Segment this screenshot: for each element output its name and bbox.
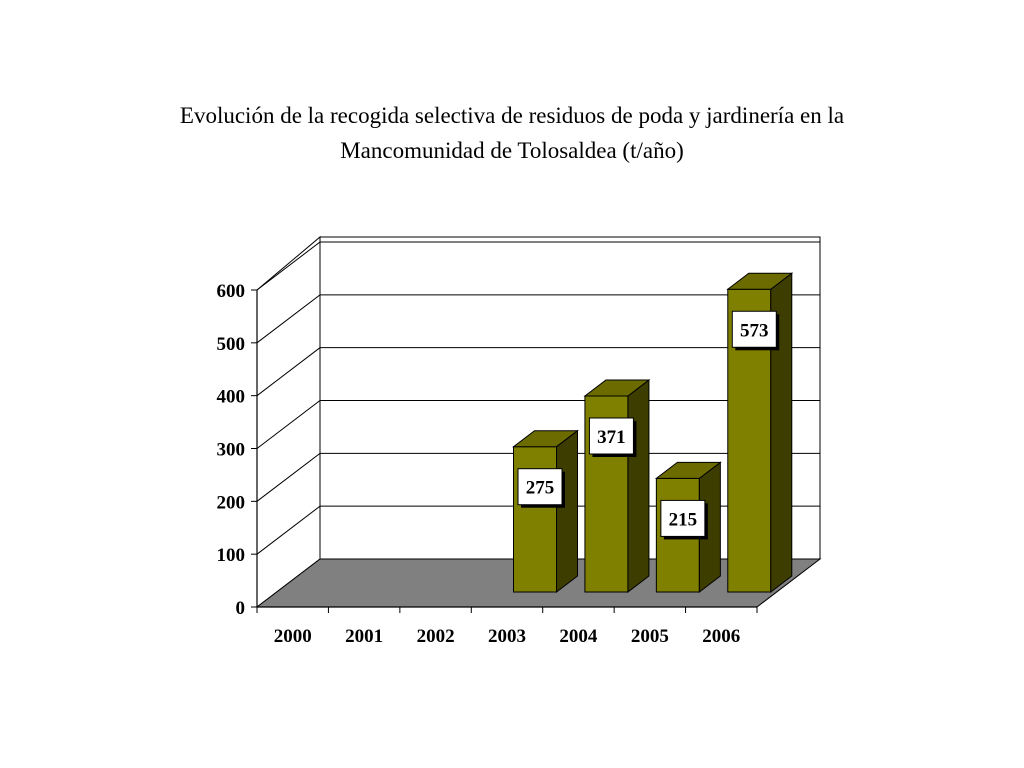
bar-top-face: [583, 379, 651, 397]
bar-2003: [512, 429, 579, 594]
y-tick-label: 400: [217, 387, 246, 408]
chart-title-line-1: Evolución de la recogida selectiva de re…: [179, 103, 845, 128]
x-tick-label: 2005: [631, 626, 669, 647]
data-label-box: [517, 468, 563, 506]
chart-data-labels: 275 371 215 573: [517, 310, 780, 540]
gridline: [256, 294, 820, 344]
data-label-box: [588, 417, 634, 455]
gridline: [256, 452, 820, 502]
gridline: [256, 505, 820, 555]
bar-side-face: [556, 429, 578, 594]
gridline: [256, 347, 820, 397]
x-tick-label: 2004: [559, 626, 598, 647]
data-label-2006: 573: [731, 310, 780, 351]
bar-2004: [583, 378, 651, 594]
y-tick-label: 500: [217, 334, 246, 355]
data-label-text: 573: [740, 320, 769, 341]
chart-title-line-2: Mancomunidad de Tolosaldea (t/año): [340, 138, 684, 163]
data-label-2004: 371: [588, 417, 637, 457]
y-tick-label: 100: [217, 545, 246, 566]
y-tick-label: 300: [217, 440, 246, 461]
data-label-box: [731, 310, 777, 348]
x-tick-label: 2006: [702, 626, 740, 647]
bar-top-face: [512, 430, 579, 448]
gridline: [256, 400, 820, 449]
x-tick-label: 2000: [274, 626, 312, 647]
data-label-text: 371: [597, 427, 626, 448]
x-axis-tick-labels: 2000 2001 2002 2003 2004 2005 2006: [274, 626, 741, 647]
side-wall: [256, 235, 321, 609]
data-label-text: 275: [526, 478, 555, 499]
x-tick-label: 2002: [417, 626, 455, 647]
y-tick-label: 200: [217, 492, 246, 513]
data-label-2003: 275: [517, 468, 565, 508]
data-label-box: [660, 499, 706, 537]
x-tick-label: 2003: [488, 626, 526, 647]
chart-gridlines: [256, 241, 820, 555]
y-tick-label: 600: [217, 281, 246, 302]
gridline: [256, 241, 820, 291]
y-axis-tick-labels: 0 100 200 300 400 500 600: [217, 281, 246, 619]
chart-title: Evolución de la recogida selectiva de re…: [0, 98, 1024, 168]
bar-top-face: [726, 272, 794, 290]
bar-side-face: [627, 378, 650, 594]
data-label-2005: 215: [660, 499, 708, 540]
y-tick-label: 0: [236, 598, 246, 619]
x-tick-label: 2001: [345, 626, 383, 647]
data-label-text: 215: [669, 509, 698, 530]
chart-axes: [251, 289, 758, 613]
bar-top-face: [654, 461, 722, 479]
